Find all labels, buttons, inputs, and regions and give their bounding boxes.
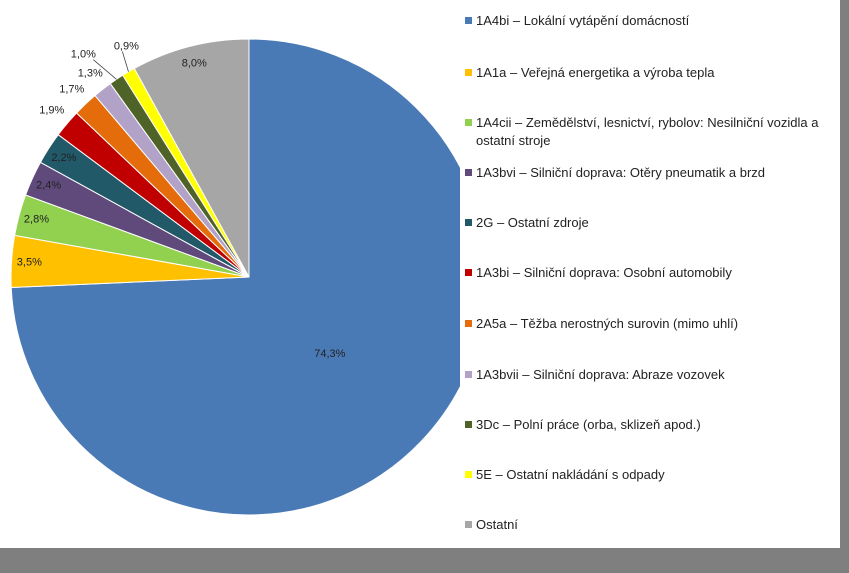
- legend-entry: 1A1a – Veřejná energetika a výroba tepla: [465, 64, 837, 82]
- legend-label: 1A3bi – Silniční doprava: Osobní automob…: [476, 265, 732, 280]
- legend-entry: 2G – Ostatní zdroje: [465, 214, 837, 232]
- legend-swatch: [465, 471, 472, 478]
- legend-entry: 3Dc – Polní práce (orba, sklizeň apod.): [465, 416, 837, 434]
- legend-swatch: [465, 421, 472, 428]
- legend-entry: 1A4cii – Zemědělství, lesnictví, rybolov…: [465, 114, 837, 150]
- legend-entry: 5E – Ostatní nakládání s odpady: [465, 466, 837, 484]
- data-label: 1,0%: [71, 49, 96, 61]
- legend-swatch: [465, 269, 472, 276]
- data-label: 3,5%: [17, 256, 42, 268]
- legend-entry: 1A4bi – Lokální vytápění domácností: [465, 12, 837, 30]
- pie-chart: 74,3% 3,5% 2,8% 2,4% 2,2% 1,9% 1,7% 1,3% 1,0% 0,9…: [10, 38, 460, 516]
- legend-swatch: [465, 119, 472, 126]
- pie-slice: [10, 38, 460, 516]
- legend-swatch: [465, 219, 472, 226]
- legend-entry: 1A3bvii – Silniční doprava: Abraze vozov…: [465, 366, 837, 384]
- legend-label: 5E – Ostatní nakládání s odpady: [476, 467, 665, 482]
- legend-swatch: [465, 371, 472, 378]
- legend-swatch: [465, 69, 472, 76]
- plot-area: 74,3% 3,5% 2,8% 2,4% 2,2% 1,9% 1,7% 1,3% 1,0% 0,9…: [0, 0, 840, 548]
- legend-label: 1A3bvi – Silniční doprava: Otěry pneumat…: [476, 165, 766, 180]
- data-label: 1,7%: [59, 83, 84, 95]
- legend-swatch: [465, 320, 472, 327]
- legend-swatch: [465, 169, 472, 176]
- data-label: 1,9%: [39, 105, 64, 117]
- data-label: 1,3%: [78, 68, 103, 80]
- legend-label: 2G – Ostatní zdroje: [476, 215, 589, 230]
- leader-line: [121, 51, 129, 72]
- legend-label: 1A4cii – Zemědělství, lesnictví, rybolov…: [476, 115, 819, 148]
- data-label: 74,3%: [314, 348, 345, 360]
- legend-swatch: [465, 17, 472, 24]
- legend-label: 1A1a – Veřejná energetika a výroba tepla: [476, 65, 715, 80]
- legend-entry: 1A3bi – Silniční doprava: Osobní automob…: [465, 264, 837, 282]
- data-label: 2,2%: [51, 152, 76, 164]
- legend-label: 1A3bvii – Silniční doprava: Abraze vozov…: [476, 367, 725, 382]
- legend-swatch: [465, 521, 472, 528]
- data-label: 8,0%: [182, 58, 207, 70]
- data-label: 0,9%: [114, 40, 139, 52]
- legend-entry: 1A3bvi – Silniční doprava: Otěry pneumat…: [465, 164, 837, 182]
- data-label: 2,4%: [36, 180, 61, 192]
- legend-label: 2A5a – Těžba nerostných surovin (mimo uh…: [476, 316, 739, 331]
- leader-line: [93, 59, 117, 80]
- legend-label: 3Dc – Polní práce (orba, sklizeň apod.): [476, 417, 701, 432]
- legend-label: Ostatní: [476, 517, 518, 532]
- legend-label: 1A4bi – Lokální vytápění domácností: [476, 13, 690, 28]
- pie-slice: [133, 38, 250, 278]
- legend-entry: Ostatní: [465, 516, 837, 534]
- legend-entry: 2A5a – Těžba nerostných surovin (mimo uh…: [465, 315, 837, 333]
- data-label: 2,8%: [24, 213, 49, 225]
